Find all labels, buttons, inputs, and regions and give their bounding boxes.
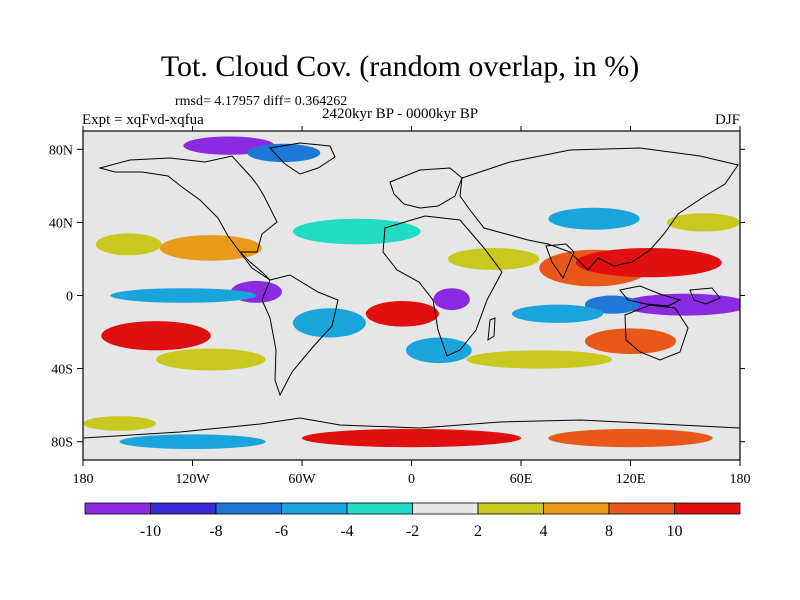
anomaly-region-4 [101, 321, 211, 351]
anomaly-region-24 [548, 428, 713, 448]
anomaly-region-16 [511, 304, 604, 323]
colorbar-swatch-1 [150, 502, 217, 515]
anomaly-region-8 [365, 300, 439, 327]
colorbar: -10 -8 -6 -4 -2 2 4 8 10 [84, 502, 741, 540]
anomaly-region-18 [466, 350, 613, 369]
stats-line: rmsd= 4.17957 diff= 0.364262 [175, 94, 348, 109]
anomaly-region-10 [406, 337, 472, 364]
anomaly-region-21 [247, 143, 321, 163]
colorbar-swatch-5 [412, 502, 479, 515]
coastlines [83, 142, 740, 460]
anomaly-region-25 [83, 416, 156, 431]
lon-tick-label-0: 180 [73, 472, 94, 487]
experiment-label: Expt = xqFvd-xqfua [82, 112, 204, 128]
colorbar-label-5: 2 [474, 523, 482, 540]
anomaly-region-6 [292, 308, 366, 338]
anomaly-region-1 [95, 233, 162, 256]
colorbar-swatch-8 [608, 502, 675, 515]
colorbar-swatch-9 [674, 502, 741, 515]
lon-tick-label-6: 180 [730, 472, 751, 487]
lat-tick-label-4: 80S [51, 436, 73, 451]
lon-tick-label-2: 60W [288, 472, 316, 487]
colorbar-label-0: -10 [140, 523, 161, 540]
colorbar-swatch-0 [84, 502, 151, 515]
lat-tick-label-0: 80N [49, 143, 73, 158]
anomaly-region-11 [448, 247, 540, 270]
anomaly-region-15 [584, 295, 640, 314]
colorbar-label-8: 10 [667, 523, 683, 540]
axis-ticks: 180 120W 60W 0 60E 120E 180 80N 40N 0 40S 80S [49, 126, 751, 487]
anomaly-region-23 [119, 434, 266, 450]
season-label: DJF [714, 112, 740, 128]
colorbar-swatch-2 [215, 502, 282, 515]
lon-tick-label-5: 120E [616, 472, 646, 487]
map-title: Tot. Cloud Cov. (random overlap, in %) [160, 50, 640, 83]
anomaly-fields [83, 136, 740, 450]
anomaly-region-22 [302, 428, 521, 448]
anomaly-region-3 [110, 288, 257, 303]
colorbar-swatch-4 [346, 502, 413, 515]
colorbar-swatch-3 [281, 502, 348, 515]
colorbar-label-3: -4 [340, 523, 353, 540]
colorbar-swatch-7 [543, 502, 610, 515]
period-label: 2420kyr BP - 0000kyr BP [321, 106, 479, 122]
anomaly-region-17 [584, 328, 677, 354]
lon-tick-label-4: 60E [510, 472, 533, 487]
lat-tick-label-2: 0 [66, 290, 73, 305]
colorbar-label-1: -8 [209, 523, 222, 540]
anomaly-region-13 [575, 247, 722, 278]
colorbar-label-2: -6 [275, 523, 288, 540]
colorbar-label-7: 8 [605, 523, 613, 540]
colorbar-swatch-6 [477, 502, 544, 515]
anomaly-region-26 [667, 213, 740, 232]
lat-tick-label-3: 40S [51, 363, 73, 378]
anomaly-region-5 [156, 348, 266, 371]
anomaly-region-7 [292, 218, 421, 245]
anomaly-region-19 [548, 207, 640, 230]
colorbar-label-4: -2 [406, 523, 419, 540]
lon-tick-label-3: 0 [408, 472, 415, 487]
lon-tick-label-1: 120W [175, 472, 210, 487]
anomaly-region-9 [433, 288, 470, 311]
anomaly-region-0 [159, 235, 262, 261]
colorbar-label-6: 4 [540, 523, 548, 540]
anomaly-region-14 [621, 293, 740, 316]
lat-tick-label-1: 40N [49, 216, 73, 231]
